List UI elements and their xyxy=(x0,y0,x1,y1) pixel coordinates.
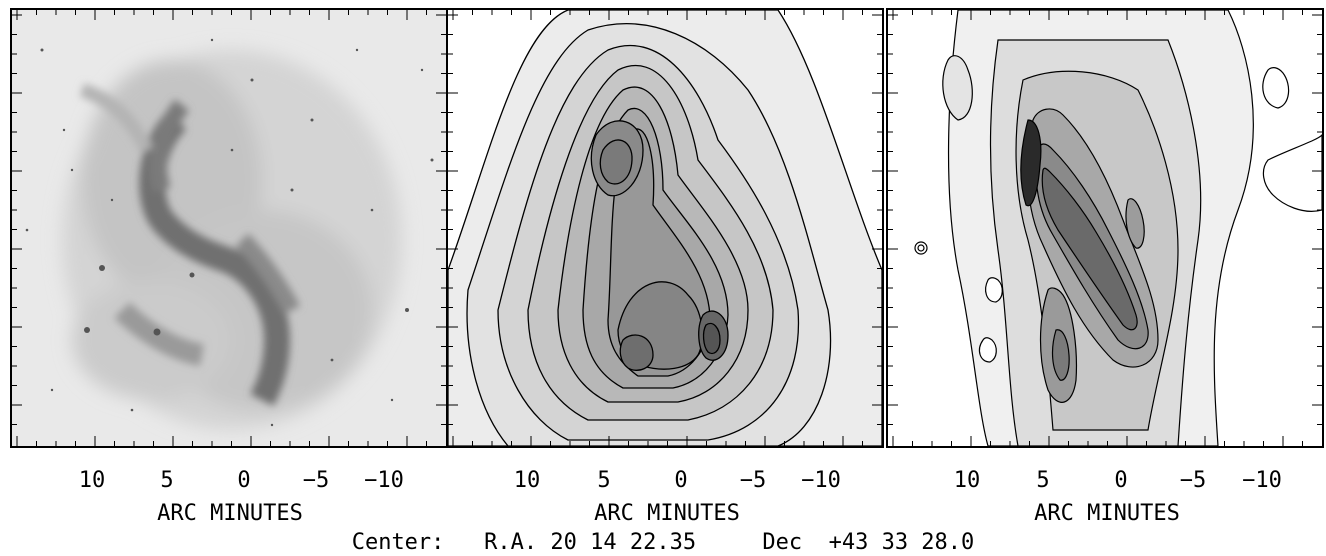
nebula-filaments xyxy=(79,83,301,406)
x-tick-label: −10 xyxy=(801,468,841,493)
detailed-contour-panel xyxy=(886,8,1324,448)
center-coordinates: Center: R.A. 20 14 22.35 Dec +43 33 28.0 xyxy=(0,532,1326,554)
detailed-contour-map xyxy=(888,10,1322,446)
x-tick-label: 5 xyxy=(160,468,174,493)
smooth-contour-panel xyxy=(446,8,884,448)
x-axis-label: ARC MINUTES xyxy=(594,501,740,526)
dec-value: +43 33 28.0 xyxy=(828,530,975,555)
ra-value: 20 14 22.35 xyxy=(550,530,697,555)
x-tick-label: 0 xyxy=(674,468,688,493)
x-tick-label: −10 xyxy=(1242,468,1282,493)
x-tick-label: −5 xyxy=(302,468,330,493)
x-axis-label: ARC MINUTES xyxy=(1034,501,1180,526)
center-label: Center: xyxy=(351,530,445,555)
x-tick-label: 10 xyxy=(953,468,981,493)
optical-image-panel xyxy=(10,8,448,448)
x-tick-label: −10 xyxy=(364,468,404,493)
x-tick-label: −5 xyxy=(739,468,767,493)
x-tick-label: 0 xyxy=(237,468,251,493)
optical-image xyxy=(12,10,446,446)
x-tick-label: 10 xyxy=(513,468,541,493)
dec-label: Dec xyxy=(762,530,803,555)
contour-levels xyxy=(914,10,1322,446)
contour-levels xyxy=(448,10,882,446)
x-tick-label: −5 xyxy=(1179,468,1207,493)
x-axis-label: ARC MINUTES xyxy=(157,501,303,526)
frame-ticks xyxy=(448,10,882,446)
x-tick-label: 5 xyxy=(597,468,611,493)
frame-ticks xyxy=(888,10,1322,446)
frame-ticks xyxy=(12,10,446,446)
x-tick-label: 0 xyxy=(1114,468,1128,493)
smooth-contour-map xyxy=(448,10,882,446)
ra-label: R.A. xyxy=(484,530,538,555)
x-tick-label: 5 xyxy=(1036,468,1050,493)
x-tick-label: 10 xyxy=(78,468,106,493)
star-field xyxy=(25,38,434,427)
